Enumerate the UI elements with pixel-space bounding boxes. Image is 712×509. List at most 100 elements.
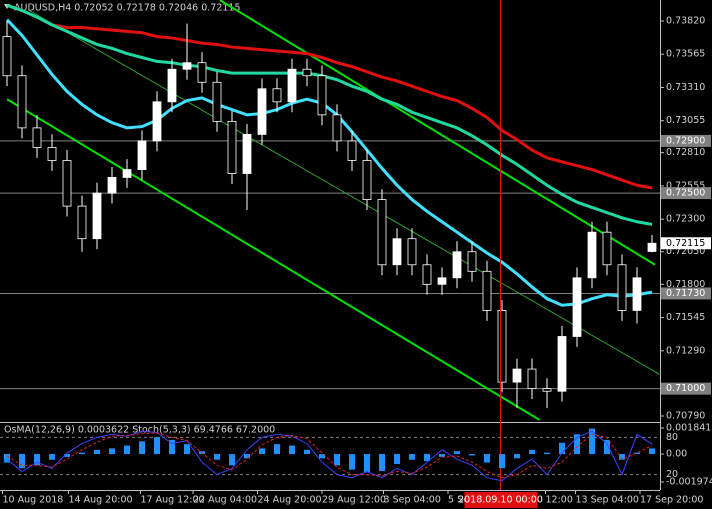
candle-body	[137, 140, 147, 171]
level-label: 0.72900	[666, 135, 705, 146]
x-tick-label: 3 Sep 04:00	[384, 495, 441, 506]
histogram-bar	[304, 449, 310, 455]
histogram-bar	[289, 445, 295, 455]
crosshair-label-box	[464, 492, 538, 508]
candle-body	[587, 231, 597, 279]
candle-body	[392, 238, 402, 266]
candle-body	[572, 277, 582, 337]
histogram-bar	[154, 437, 160, 455]
moving-average	[6, 3, 653, 226]
histogram-bar	[559, 442, 565, 455]
candle-body	[242, 134, 252, 174]
histogram-bar	[379, 454, 385, 472]
histogram-bar	[34, 454, 40, 466]
histogram-bar	[574, 434, 580, 455]
trend-line	[6, 98, 541, 421]
moving-average	[5, 18, 653, 307]
histogram-bar	[64, 454, 70, 457]
candle-body	[62, 160, 72, 207]
candle-body	[302, 68, 312, 77]
histogram-bar	[619, 454, 625, 460]
trend-line	[29, 10, 660, 375]
x-tick-label: 14 Aug 20:00	[69, 495, 133, 506]
y-tick-label: 0.73565	[666, 49, 705, 60]
candle-body	[257, 88, 267, 135]
y-tick-label: 0.71800	[666, 279, 705, 290]
y-tick-label: 0.72555	[666, 180, 705, 191]
histogram-bar	[634, 452, 640, 455]
histogram-bar	[589, 428, 595, 455]
indicator-header: OsMA(12,26,9) 0.0003622 Stoch(5,3,3) 69.…	[4, 425, 275, 436]
candle-body	[122, 169, 132, 178]
candle-body	[167, 68, 177, 103]
level-label: 0.71730	[666, 288, 705, 299]
histogram-bar	[214, 454, 220, 460]
y-tick-label: 0.73055	[666, 115, 705, 126]
y-tick-label: 0.00	[666, 449, 687, 460]
candle-body	[617, 264, 627, 311]
y-tick-label: 0.73310	[666, 82, 705, 93]
y-tick-label: 0.72050	[666, 246, 705, 257]
histogram-bar	[94, 449, 100, 455]
histogram-bar	[334, 454, 340, 466]
candle-body	[542, 388, 552, 392]
y-tick-label: 0.71545	[666, 312, 705, 323]
histogram-bar	[49, 454, 55, 460]
level-label: 0.72500	[666, 188, 705, 199]
histogram-bar	[409, 454, 415, 460]
candle-body	[527, 368, 537, 390]
histogram-bar	[4, 454, 10, 463]
candle-body	[422, 264, 432, 285]
histogram-bar	[469, 454, 475, 456]
histogram-bar	[139, 441, 145, 455]
y-tick-label: 0.73820	[666, 15, 705, 26]
histogram-bar	[319, 454, 325, 459]
histogram-bar	[544, 452, 550, 455]
histogram-bar	[349, 454, 355, 470]
candle-body	[317, 75, 327, 116]
histogram-bar	[454, 451, 460, 455]
candle-body	[332, 114, 342, 142]
candle-body	[287, 68, 297, 103]
histogram-bar	[484, 454, 490, 463]
candle-body	[632, 277, 642, 311]
candle-body	[347, 140, 357, 161]
histogram-bar	[499, 454, 505, 469]
candle-body	[197, 62, 207, 83]
histogram-bar	[424, 454, 430, 462]
moving-average	[51, 23, 653, 190]
y-tick-label: -0.001974	[666, 477, 712, 488]
candle-body	[482, 270, 492, 311]
histogram-bar	[274, 444, 280, 455]
candle-body	[377, 199, 387, 266]
candle-body	[362, 160, 372, 200]
histogram-bar	[364, 454, 370, 473]
level-label-box	[661, 134, 711, 147]
candle-body	[272, 88, 282, 103]
x-tick-label: 17 Sep 20:00	[640, 495, 703, 506]
x-tick-label: 22 Aug 04:00	[193, 495, 257, 506]
y-tick-label: 20	[666, 469, 678, 480]
candle-body	[92, 192, 102, 240]
candle-body	[437, 277, 447, 285]
histogram-bar	[439, 454, 445, 457]
level-label-box	[661, 382, 711, 395]
histogram-bar	[244, 454, 250, 459]
candle-body	[647, 242, 657, 252]
y-tick-label: 0.001841	[666, 423, 711, 434]
candle-body	[467, 251, 477, 272]
candle-body	[32, 127, 42, 148]
histogram-bar	[109, 448, 115, 455]
histogram-bar	[169, 439, 175, 455]
candle-body	[107, 177, 117, 194]
candle-body	[452, 251, 462, 279]
level-label-box	[661, 287, 711, 300]
x-tick-label: 29 Aug 12:00	[322, 495, 386, 506]
candle-body	[182, 62, 192, 70]
candle-body	[557, 336, 567, 392]
histogram-bar	[19, 454, 25, 469]
oscillator-line	[6, 432, 653, 479]
crosshair-label: 2018.09.10 00:00	[458, 495, 543, 506]
